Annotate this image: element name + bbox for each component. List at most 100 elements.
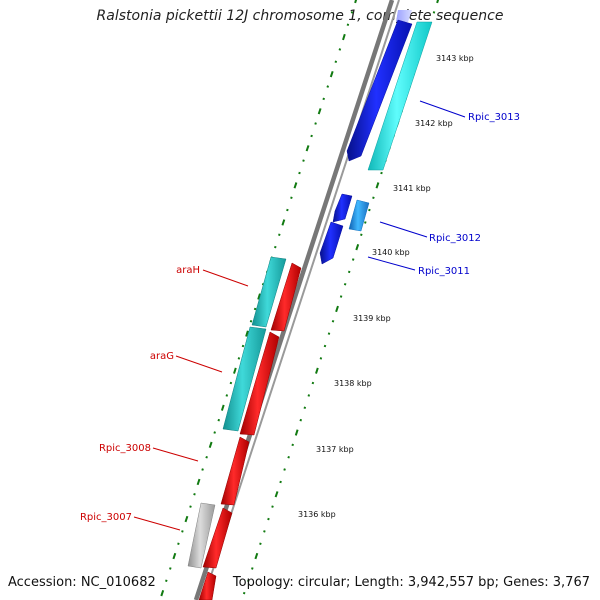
gene-label-rpic-3011: Rpic_3011 [418,266,470,277]
tick-mark [254,552,259,560]
tick-mark [205,455,208,459]
tick-mark [267,517,270,521]
tick-mark [184,515,189,523]
gene-arrow-rpic-3007-red [202,507,233,569]
gene-arrow-next-red [198,571,217,600]
tick-mark [233,367,237,374]
tick-mark [354,0,358,4]
accession-label: Accession: NC_010682 [8,575,156,590]
tick-mark [351,258,355,261]
tick-mark [343,282,347,286]
tick-mark [310,134,313,138]
tick-mark [327,332,331,335]
gene-labels: Rpic_3013 Rpic_3012 Rpic_3011 araH araG … [80,112,520,523]
tick-mark [213,431,216,434]
tick-mark [432,11,436,14]
tick-mark [165,579,168,583]
tick-mark [169,567,172,570]
tick-mark [372,196,375,200]
tick-mark [375,182,380,189]
tick-mark [360,233,363,237]
left-tick-track [160,0,358,597]
tick-mark [302,159,305,162]
tick-mark [259,542,262,546]
tick-mark [245,330,249,337]
tick-mark [229,381,233,385]
tick-mark [241,344,245,348]
ruler-label: 3143 kbp [436,54,474,63]
tick-mark [364,221,367,224]
tick-mark [323,344,327,348]
tick-mark [311,381,315,385]
tick-mark [242,591,246,595]
tick-mark [196,478,201,486]
tick-mark [247,579,250,583]
tick-mark [257,293,261,300]
gene-label-rpic-3012: Rpic_3012 [429,233,481,244]
tick-mark [237,357,241,360]
gene-arrow-rpic-3011 [319,221,344,265]
tick-mark [347,270,351,274]
tick-mark [342,33,346,41]
tick-mark [368,208,371,212]
tick-mark [331,319,335,323]
tick-mark [298,171,301,175]
tick-mark [201,468,204,471]
gene-arrow-arag-red [239,331,280,436]
gene-label-rpic-3013: Rpic_3013 [468,112,520,123]
tick-mark [263,530,266,533]
tick-mark [249,319,253,323]
ruler-label: 3137 kbp [316,445,354,454]
tick-mark [274,491,279,498]
tick-mark [217,418,221,422]
tick-mark [317,108,322,115]
tick-mark [251,567,254,570]
tick-mark [290,196,293,200]
tick-mark [350,11,354,14]
gene-arrow-arah-teal [251,256,287,328]
tick-mark [274,245,277,249]
tick-mark [189,505,192,508]
tick-mark [294,429,299,436]
gene-arrows-reverse [187,256,302,600]
topology-label: Topology: circular; Length: 3,942,557 bp… [232,575,590,590]
gene-arrow-rpic-3007-grey [187,502,216,569]
tick-mark [172,552,177,560]
gene-arrow-rpic-3012-light [348,199,370,232]
gene-label-rpic-3007: Rpic_3007 [80,512,132,523]
gene-label-arag: araG [150,351,174,362]
tick-mark [271,505,274,508]
tick-mark [208,441,213,449]
ruler-label: 3140 kbp [372,248,410,257]
gene-arrow-rpic-3012-blue [332,193,353,223]
tick-mark [278,233,281,237]
tick-mark [287,455,290,459]
tick-mark [315,367,319,374]
tick-mark [314,122,317,125]
ruler-label: 3141 kbp [393,184,431,193]
tick-mark [283,468,286,471]
tick-mark [338,48,342,51]
tick-mark [177,542,180,546]
tick-mark [319,357,323,360]
tick-mark [225,394,229,397]
tick-mark [220,404,225,411]
tick-mark [339,295,343,298]
gene-arrow-rpic-3013-cyan [367,21,433,171]
ruler-labels: 3143 kbp 3142 kbp 3141 kbp 3140 kbp 3139… [298,54,474,519]
gene-arrow-rpic-3008 [220,436,250,506]
ruler-label: 3142 kbp [415,119,453,128]
gene-label-arah: araH [176,265,200,276]
tick-mark [293,182,298,189]
ruler-label: 3139 kbp [353,314,391,323]
tick-mark [160,589,165,597]
gene-label-rpic-3008: Rpic_3008 [99,443,151,454]
tick-mark [380,171,383,175]
gene-arrow-arah-red [270,262,302,332]
gene-arrow-rpic-3013-blue [346,19,413,162]
tick-mark [335,305,339,313]
tick-mark [305,145,310,152]
tick-mark [253,307,257,311]
tick-mark [322,97,325,101]
tick-mark [299,418,303,422]
